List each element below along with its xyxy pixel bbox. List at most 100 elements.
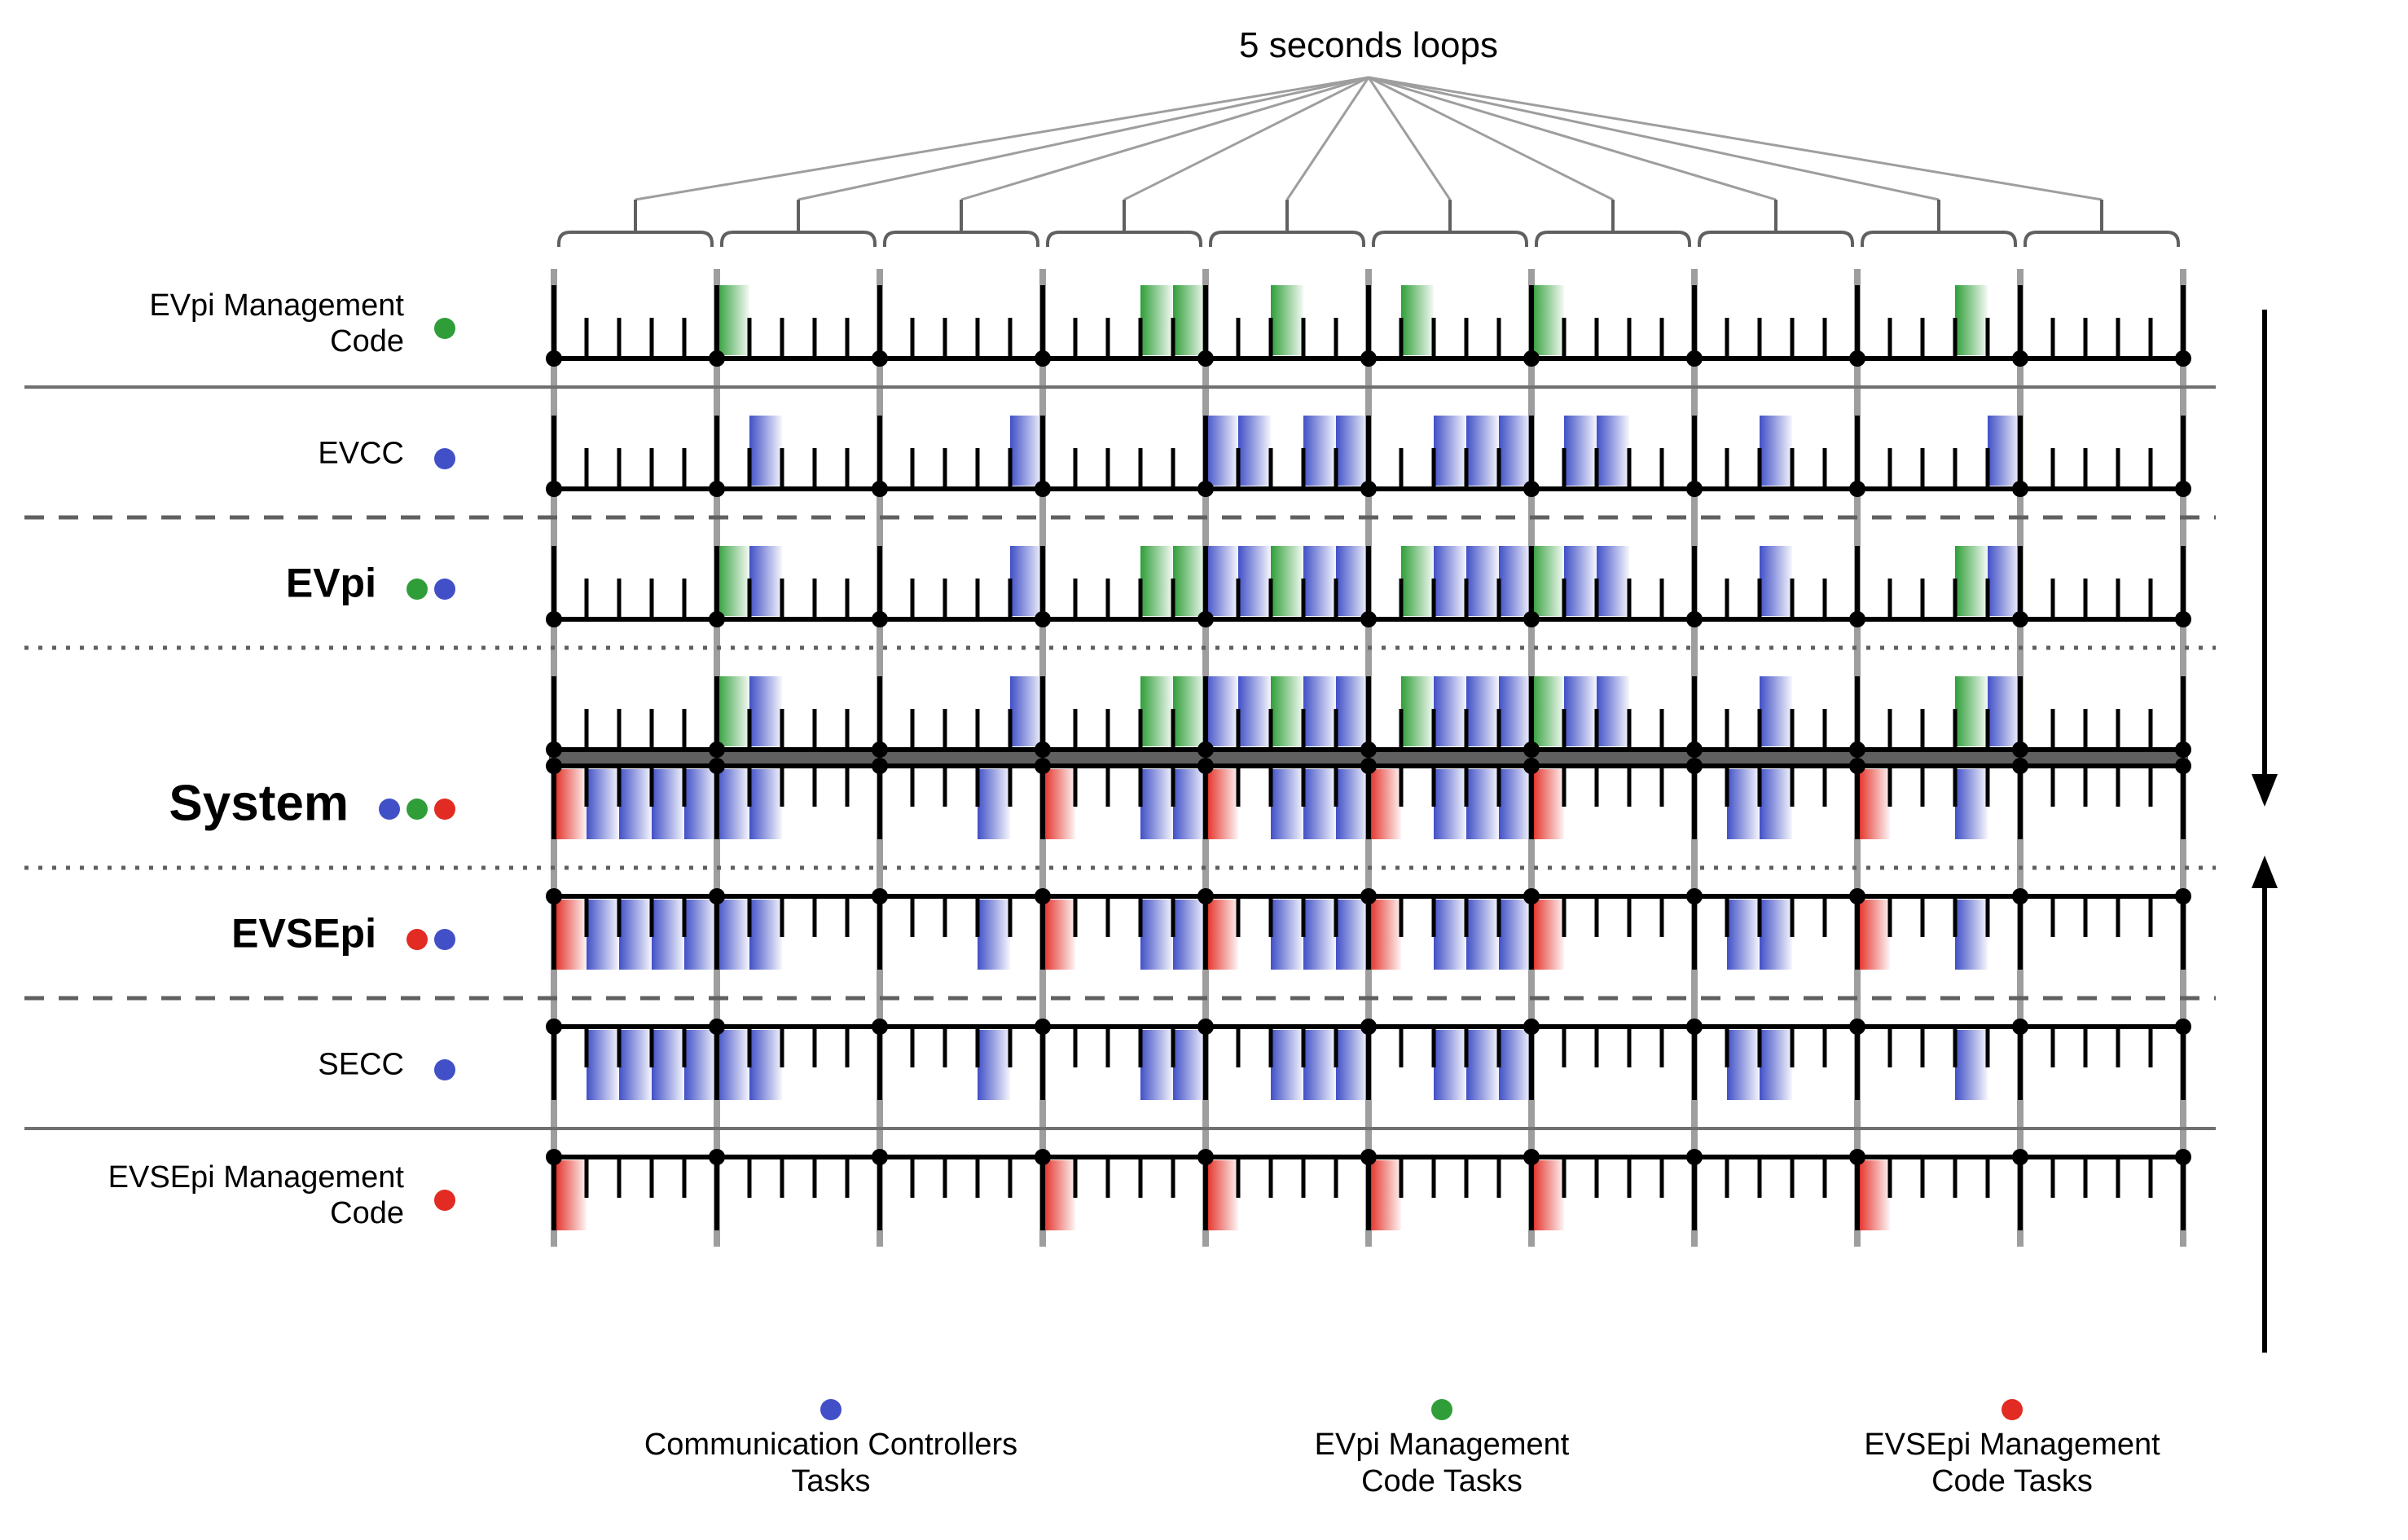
task-bar [1955, 546, 1988, 616]
row-dot-icon [434, 929, 455, 950]
task-bar [1173, 900, 1206, 970]
task-bar [1206, 546, 1238, 616]
row-label: System [169, 776, 349, 832]
task-bar [1173, 1030, 1206, 1100]
task-bar [1043, 900, 1075, 970]
task-bar [978, 1030, 1010, 1100]
task-bar [1466, 900, 1499, 970]
task-bar [1499, 546, 1531, 616]
task-bar [1401, 546, 1434, 616]
task-bar [1369, 1160, 1401, 1230]
row-dot-icon [434, 1190, 455, 1211]
task-bar [652, 1030, 684, 1100]
task-bar [1955, 769, 1988, 839]
task-bar [1727, 900, 1760, 970]
row-dot-icon [406, 579, 428, 600]
task-bar [1955, 900, 1988, 970]
task-bar [1140, 900, 1173, 970]
row-system_top [546, 676, 2191, 758]
task-bar [1499, 900, 1531, 970]
task-bar [1434, 416, 1466, 486]
legend-dot-icon [2002, 1399, 2023, 1420]
task-bar [717, 769, 749, 839]
row-evsepi [546, 888, 2191, 970]
row-secc [546, 1019, 2191, 1100]
task-bar [652, 900, 684, 970]
task-bar [1727, 1030, 1760, 1100]
task-bar [1303, 1030, 1336, 1100]
task-bar [619, 1030, 652, 1100]
task-bar [1564, 546, 1597, 616]
task-bar [1336, 546, 1369, 616]
row-system_bot [546, 758, 2191, 839]
task-bar [1597, 676, 1629, 746]
row-label: SECC [318, 1047, 404, 1081]
task-bar [1434, 769, 1466, 839]
row-dot-icon [434, 448, 455, 469]
task-bar [1466, 1030, 1499, 1100]
task-bar [717, 676, 749, 746]
task-bar [652, 769, 684, 839]
task-bar [1173, 285, 1206, 355]
task-bar [749, 769, 782, 839]
task-bar [1466, 769, 1499, 839]
task-bar [1401, 285, 1434, 355]
task-bar [1173, 676, 1206, 746]
task-bar [1466, 676, 1499, 746]
task-bar [619, 769, 652, 839]
task-bar [1564, 676, 1597, 746]
row-label: EVpi Management [149, 288, 404, 323]
task-bar [1988, 416, 2020, 486]
task-bar [1206, 416, 1238, 486]
row-dot-icon [434, 1059, 455, 1080]
legend-label: Communication Controllers [644, 1428, 1017, 1462]
task-bar [1271, 900, 1303, 970]
task-bar [749, 900, 782, 970]
task-bar [1857, 900, 1890, 970]
task-bar [1434, 1030, 1466, 1100]
task-bar [1955, 285, 1988, 355]
task-bar [1140, 285, 1173, 355]
svg-text:Code Tasks: Code Tasks [1931, 1464, 2093, 1498]
task-bar [1303, 676, 1336, 746]
task-bar [684, 900, 717, 970]
task-bar [1271, 1030, 1303, 1100]
task-bar [1597, 416, 1629, 486]
task-bar [554, 900, 587, 970]
task-bar [749, 1030, 782, 1100]
task-bar [684, 769, 717, 839]
task-bar [1140, 546, 1173, 616]
task-bar [1238, 546, 1271, 616]
task-bar [978, 769, 1010, 839]
task-bar [554, 769, 587, 839]
task-bar [1336, 769, 1369, 839]
task-bar [1206, 1160, 1238, 1230]
task-bar [749, 676, 782, 746]
task-bar [1336, 1030, 1369, 1100]
task-bar [1173, 546, 1206, 616]
task-bar [1434, 900, 1466, 970]
task-bar [587, 1030, 619, 1100]
arrow-down-icon [2252, 774, 2278, 807]
task-bar [1043, 1160, 1075, 1230]
task-bar [1760, 416, 1792, 486]
task-bar [1369, 769, 1401, 839]
task-bar [587, 900, 619, 970]
task-bar [1531, 900, 1564, 970]
arrow-up-icon [2252, 856, 2278, 888]
task-bar [1955, 1030, 1988, 1100]
svg-text:Code: Code [330, 1196, 404, 1230]
task-bar [1531, 769, 1564, 839]
task-bar [1369, 900, 1401, 970]
task-bar [1531, 676, 1564, 746]
task-bar [1238, 416, 1271, 486]
task-bar [1760, 546, 1792, 616]
task-bar [1336, 676, 1369, 746]
task-bar [1499, 769, 1531, 839]
row-label: EVCC [318, 436, 404, 470]
task-bar [1271, 676, 1303, 746]
svg-text:Tasks: Tasks [791, 1464, 870, 1498]
task-bar [1010, 416, 1043, 486]
legend-label: EVpi Management [1315, 1428, 1570, 1462]
task-bar [1336, 900, 1369, 970]
